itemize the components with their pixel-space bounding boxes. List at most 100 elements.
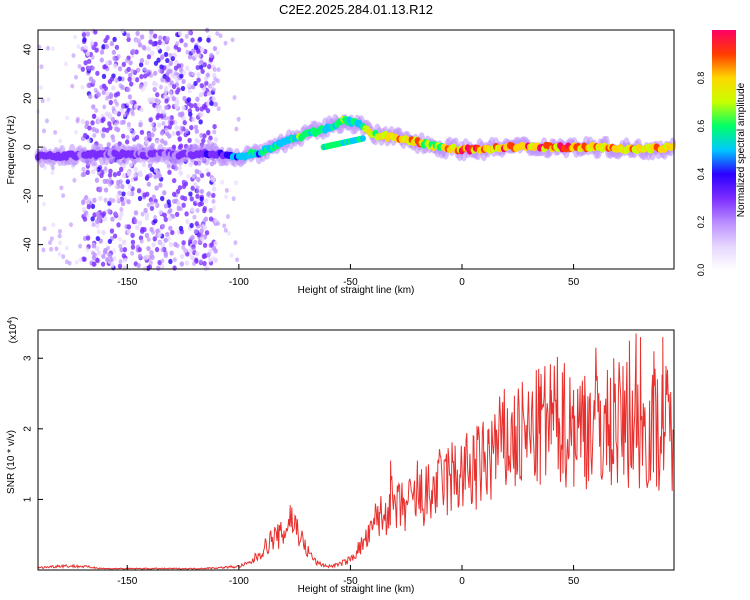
heatmap-cell — [118, 259, 123, 264]
heatmap-cell — [137, 170, 143, 176]
heatmap-cell — [94, 47, 99, 53]
heatmap-cell — [122, 247, 128, 253]
heatmap-cell — [154, 97, 159, 103]
heatmap-cell — [159, 64, 164, 70]
heatmap-cell — [128, 162, 133, 168]
snr-x-tick-label: -100 — [229, 576, 249, 587]
heatmap-cell — [49, 246, 54, 252]
heatmap-cell — [115, 91, 121, 97]
heatmap-cell — [160, 223, 166, 229]
heatmap-cell — [126, 86, 131, 93]
heatmap-cell — [205, 265, 210, 271]
heatmap-cell — [211, 186, 217, 192]
heatmap-cell — [139, 129, 145, 135]
heatmap-cell — [68, 222, 73, 228]
heatmap-cell — [169, 80, 174, 86]
heatmap-cell — [81, 198, 86, 204]
snr-xlabel: Height of straight line (km) — [298, 584, 415, 595]
snr-x-tick-label: 0 — [459, 576, 465, 587]
heatmap-cell — [206, 252, 211, 258]
heatmap-cell — [170, 229, 175, 236]
heatmap-cell — [160, 263, 165, 269]
heatmap-cell — [173, 71, 178, 76]
heatmap-cell — [84, 120, 90, 126]
heatmap-cell — [155, 92, 160, 98]
heatmap-cell — [143, 136, 148, 142]
heatmap-cell — [41, 247, 46, 253]
heatmap-cell — [101, 83, 107, 89]
heatmap-cell — [126, 121, 131, 127]
heatmap-cell — [215, 31, 220, 36]
spectrogram-x-tick-label: 0 — [459, 277, 465, 288]
heatmap-cell — [74, 129, 79, 135]
heatmap-cell — [171, 144, 177, 150]
heatmap-cell — [230, 37, 235, 43]
heatmap-cell — [138, 62, 144, 68]
heatmap-cell — [199, 91, 204, 98]
heatmap-cell — [93, 166, 98, 172]
heatmap-cell — [199, 59, 204, 65]
heatmap-cell — [157, 39, 162, 46]
heatmap-cell — [191, 71, 196, 77]
heatmap-cell — [156, 112, 161, 119]
heatmap-cell — [195, 185, 200, 191]
heatmap-cell — [114, 184, 119, 190]
heatmap-cell — [98, 186, 103, 191]
heatmap-cell — [122, 265, 127, 271]
heatmap-cell — [139, 57, 145, 64]
heatmap-cell — [137, 38, 142, 44]
heatmap-cell — [190, 37, 195, 43]
heatmap-cell — [211, 198, 216, 204]
heatmap-cell — [119, 247, 124, 253]
heatmap-cell — [41, 128, 46, 134]
heatmap-cell — [188, 191, 193, 197]
heatmap-cell — [195, 189, 200, 194]
heatmap-cell — [153, 173, 158, 180]
heatmap-cell — [169, 120, 174, 126]
heatmap-cell — [80, 172, 86, 178]
heatmap-cell — [135, 30, 140, 37]
heatmap-cell — [106, 251, 111, 257]
heatmap-cell — [181, 245, 186, 250]
heatmap-cell — [125, 179, 131, 185]
heatmap-cell — [50, 170, 55, 176]
heatmap-cell — [146, 46, 151, 52]
heatmap-cell — [168, 52, 173, 58]
heatmap-cell — [92, 212, 97, 218]
heatmap-cell — [171, 214, 176, 219]
heatmap-cell — [168, 258, 173, 265]
heatmap-cell — [177, 185, 183, 191]
heatmap-cell — [105, 60, 110, 66]
heatmap-cell — [115, 193, 120, 199]
heatmap-cell — [192, 181, 198, 188]
heatmap-cell — [213, 76, 218, 82]
heatmap-cell — [202, 242, 208, 248]
heatmap-cell — [198, 119, 203, 125]
heatmap-cell — [50, 46, 55, 52]
heatmap-cell — [126, 33, 131, 39]
heatmap-cell — [71, 53, 76, 59]
spectrogram-y-ticks: -40 -20 0 20 40 — [23, 44, 43, 252]
colorbar-label: Normalized spectral amplitude — [736, 82, 747, 217]
heatmap-cell — [181, 202, 186, 208]
heatmap-cell — [101, 127, 107, 133]
snr-x-tick-label: -50 — [343, 576, 358, 587]
heatmap-cell — [209, 161, 215, 167]
heatmap-cell — [152, 201, 157, 207]
heatmap-cell — [116, 54, 121, 59]
heatmap-cell — [190, 235, 195, 241]
heatmap-cell — [149, 29, 154, 35]
heatmap-cell — [86, 58, 92, 64]
heatmap-cell — [61, 193, 66, 199]
heatmap-cell — [193, 102, 198, 109]
heatmap-cell — [168, 60, 173, 67]
heatmap-cell — [175, 89, 180, 95]
heatmap-cell — [142, 66, 147, 72]
heatmap-cell — [181, 78, 186, 85]
colorbar-ticks: 0.0 0.2 0.4 0.6 0.8 — [696, 72, 706, 277]
heatmap-cell — [105, 95, 110, 101]
heatmap-cell — [216, 106, 221, 112]
heatmap-cell — [160, 55, 165, 61]
heatmap-cell — [128, 127, 133, 133]
heatmap-cell — [168, 241, 174, 248]
